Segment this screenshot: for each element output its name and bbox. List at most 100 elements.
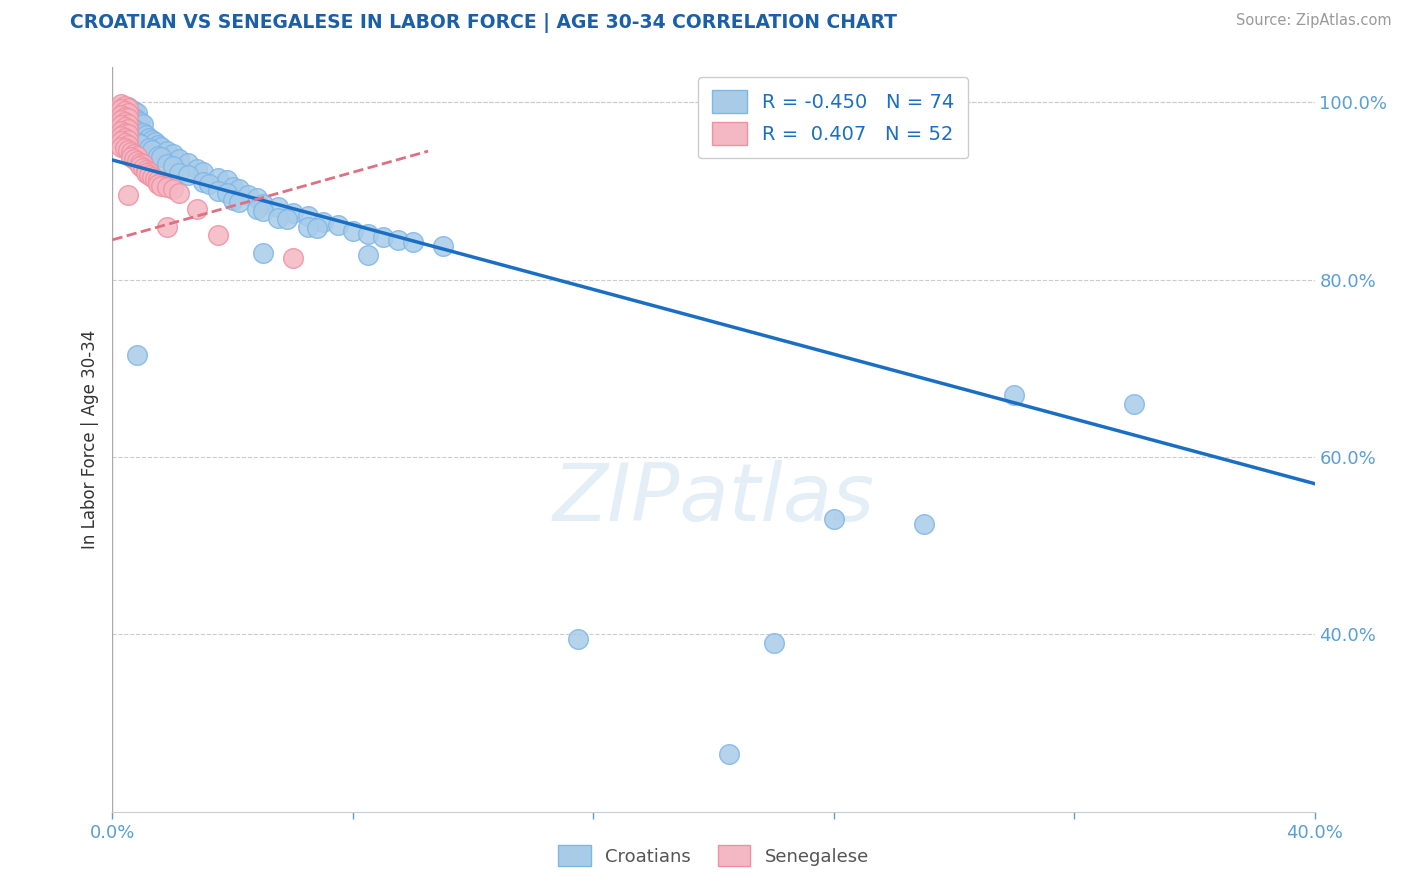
Point <box>252 203 274 218</box>
Point <box>252 197 274 211</box>
Point <box>762 636 785 650</box>
Point <box>186 161 208 176</box>
Point <box>155 144 177 158</box>
Point <box>402 235 425 250</box>
Point <box>110 113 132 128</box>
Point <box>117 101 139 115</box>
Point <box>357 227 380 241</box>
Point <box>131 157 153 171</box>
Point <box>117 120 139 135</box>
Point <box>222 193 245 207</box>
Point <box>117 133 139 147</box>
Point <box>117 117 139 131</box>
Point <box>155 180 177 194</box>
Point <box>146 148 169 162</box>
Point <box>122 112 145 126</box>
Point <box>146 173 169 187</box>
Point <box>215 186 238 200</box>
Point <box>138 168 160 182</box>
Point <box>122 104 145 119</box>
Point <box>117 143 139 157</box>
Point <box>128 136 150 151</box>
Point <box>149 178 172 193</box>
Point <box>143 135 166 149</box>
Point <box>120 122 142 136</box>
Point <box>114 141 136 155</box>
Point <box>117 106 139 120</box>
Point <box>342 224 364 238</box>
Point <box>149 139 172 153</box>
Point <box>297 209 319 223</box>
Point <box>131 117 153 131</box>
Legend: Croatians, Senegalese: Croatians, Senegalese <box>551 838 876 873</box>
Point <box>110 119 132 133</box>
Point <box>125 113 148 128</box>
Point <box>176 155 198 169</box>
Point <box>357 248 380 262</box>
Point <box>110 97 132 112</box>
Text: ZIPatlas: ZIPatlas <box>553 460 875 538</box>
Point <box>131 127 153 141</box>
Point <box>135 128 157 143</box>
Point <box>125 106 148 120</box>
Point <box>207 228 229 243</box>
Point <box>1123 397 1146 411</box>
Point <box>297 219 319 234</box>
Point <box>155 219 177 234</box>
Point <box>114 126 136 140</box>
Point <box>146 177 169 191</box>
Point <box>228 182 250 196</box>
Point <box>110 108 132 122</box>
Point <box>176 168 198 182</box>
Point <box>228 194 250 209</box>
Point <box>138 141 160 155</box>
Point <box>432 239 454 253</box>
Point <box>122 146 145 161</box>
Point <box>128 155 150 169</box>
Text: CROATIAN VS SENEGALESE IN LABOR FORCE | AGE 30-34 CORRELATION CHART: CROATIAN VS SENEGALESE IN LABOR FORCE | … <box>70 13 897 33</box>
Point <box>167 152 190 166</box>
Point <box>146 137 169 152</box>
Point <box>114 100 136 114</box>
Point <box>114 99 136 113</box>
Text: Source: ZipAtlas.com: Source: ZipAtlas.com <box>1236 13 1392 29</box>
Point <box>191 175 214 189</box>
Point <box>120 145 142 159</box>
Point <box>114 136 136 150</box>
Point <box>135 166 157 180</box>
Point <box>143 171 166 186</box>
Point <box>122 122 145 136</box>
Point <box>114 120 136 135</box>
Point <box>222 179 245 194</box>
Point <box>207 170 229 185</box>
Point <box>186 202 208 216</box>
Point <box>276 212 298 227</box>
Point <box>117 112 139 126</box>
Point <box>267 200 290 214</box>
Point <box>114 109 136 123</box>
Point <box>155 157 177 171</box>
Point <box>281 251 304 265</box>
Y-axis label: In Labor Force | Age 30-34: In Labor Force | Age 30-34 <box>80 330 98 549</box>
Point <box>326 218 349 232</box>
Point <box>141 143 163 157</box>
Point <box>197 177 219 191</box>
Point <box>110 129 132 144</box>
Point <box>110 103 132 117</box>
Point <box>312 215 335 229</box>
Point <box>246 191 269 205</box>
Point <box>138 131 160 145</box>
Point <box>110 118 132 132</box>
Point <box>117 187 139 202</box>
Point <box>141 169 163 184</box>
Point <box>162 182 184 196</box>
Point <box>1002 388 1025 402</box>
Point <box>117 122 139 136</box>
Point <box>114 115 136 129</box>
Point <box>138 164 160 178</box>
Point <box>117 128 139 142</box>
Point <box>117 137 139 152</box>
Point <box>110 124 132 138</box>
Point <box>117 100 139 114</box>
Point <box>122 152 145 166</box>
